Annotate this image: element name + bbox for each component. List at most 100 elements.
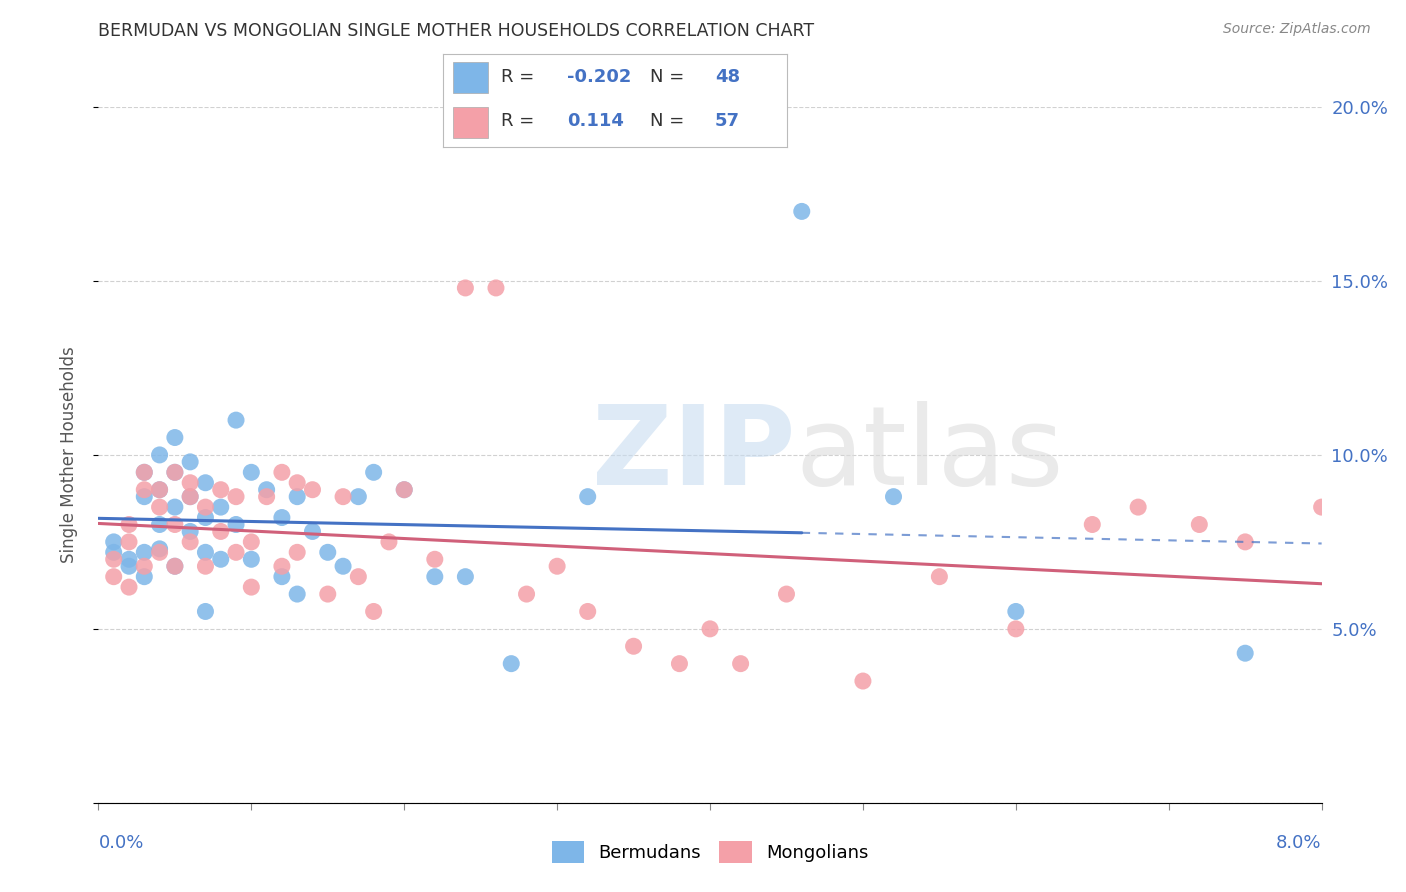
Point xyxy=(301,524,323,539)
Point xyxy=(134,483,156,497)
Point xyxy=(332,559,354,574)
Point xyxy=(423,570,446,584)
Point xyxy=(668,657,690,671)
Point xyxy=(576,605,599,619)
Point xyxy=(225,517,247,532)
Point xyxy=(699,622,721,636)
Point xyxy=(316,545,339,559)
Point xyxy=(225,545,247,559)
Point xyxy=(149,483,172,497)
Point xyxy=(285,490,308,504)
Point xyxy=(546,559,568,574)
Point xyxy=(928,570,950,584)
Point xyxy=(149,448,172,462)
Point xyxy=(225,490,247,504)
Point xyxy=(301,483,323,497)
Point xyxy=(209,524,232,539)
Legend: Bermudans, Mongolians: Bermudans, Mongolians xyxy=(544,834,876,871)
Point xyxy=(118,552,141,566)
Point xyxy=(285,545,308,559)
Point xyxy=(149,517,172,532)
Point xyxy=(240,552,263,566)
Text: 48: 48 xyxy=(716,69,740,87)
Point xyxy=(179,455,201,469)
Text: 57: 57 xyxy=(716,112,740,130)
Point xyxy=(347,570,370,584)
Point xyxy=(179,490,201,504)
Point xyxy=(730,657,752,671)
Point xyxy=(179,475,201,490)
Point xyxy=(775,587,797,601)
Point xyxy=(576,490,599,504)
Point xyxy=(163,431,186,445)
Point xyxy=(485,281,508,295)
Point xyxy=(225,413,247,427)
Point xyxy=(194,475,217,490)
Point xyxy=(1188,517,1211,532)
Point xyxy=(209,552,232,566)
Point xyxy=(240,534,263,549)
Point xyxy=(270,559,294,574)
Point xyxy=(1004,605,1026,619)
Point xyxy=(883,490,905,504)
Point xyxy=(163,466,186,480)
Point xyxy=(149,500,172,514)
Text: ZIP: ZIP xyxy=(592,401,796,508)
Point xyxy=(149,483,172,497)
Point xyxy=(454,281,477,295)
Point xyxy=(103,552,125,566)
Text: R =: R = xyxy=(502,112,540,130)
Point xyxy=(332,490,354,504)
Point xyxy=(194,605,217,619)
Point xyxy=(163,559,186,574)
Text: 0.0%: 0.0% xyxy=(98,834,143,852)
Point xyxy=(240,466,263,480)
Point xyxy=(285,587,308,601)
Point xyxy=(103,534,125,549)
Point xyxy=(194,559,217,574)
Point xyxy=(118,534,141,549)
Point xyxy=(256,483,278,497)
Point xyxy=(134,466,156,480)
Point xyxy=(378,534,401,549)
Text: atlas: atlas xyxy=(796,401,1064,508)
Text: N =: N = xyxy=(650,112,689,130)
Point xyxy=(163,559,186,574)
Point xyxy=(134,490,156,504)
Point xyxy=(790,204,813,219)
Point xyxy=(194,545,217,559)
Point xyxy=(1234,646,1257,660)
Text: R =: R = xyxy=(502,69,540,87)
Point xyxy=(103,545,125,559)
Point xyxy=(134,559,156,574)
Point xyxy=(1341,605,1364,619)
Point xyxy=(134,570,156,584)
Point xyxy=(149,545,172,559)
Point xyxy=(134,545,156,559)
Point xyxy=(194,510,217,524)
Y-axis label: Single Mother Households: Single Mother Households xyxy=(59,347,77,563)
Point xyxy=(270,570,294,584)
Point xyxy=(270,466,294,480)
Point xyxy=(1004,622,1026,636)
Point xyxy=(423,552,446,566)
Point xyxy=(209,483,232,497)
Text: BERMUDAN VS MONGOLIAN SINGLE MOTHER HOUSEHOLDS CORRELATION CHART: BERMUDAN VS MONGOLIAN SINGLE MOTHER HOUS… xyxy=(98,22,814,40)
Point xyxy=(179,490,201,504)
Point xyxy=(501,657,523,671)
Point xyxy=(163,500,186,514)
Point xyxy=(392,483,416,497)
Point xyxy=(179,534,201,549)
Point xyxy=(363,605,385,619)
Point xyxy=(103,570,125,584)
Text: Source: ZipAtlas.com: Source: ZipAtlas.com xyxy=(1223,22,1371,37)
Point xyxy=(149,541,172,556)
Point xyxy=(270,510,294,524)
Point xyxy=(240,580,263,594)
Point xyxy=(852,674,875,689)
Text: -0.202: -0.202 xyxy=(567,69,631,87)
Point xyxy=(179,524,201,539)
Point xyxy=(392,483,416,497)
Text: N =: N = xyxy=(650,69,689,87)
Point xyxy=(454,570,477,584)
